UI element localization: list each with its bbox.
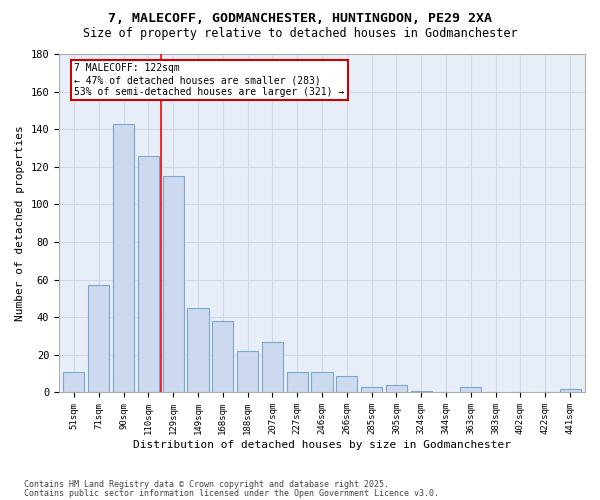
Bar xyxy=(361,387,382,392)
Bar xyxy=(460,387,481,392)
Bar xyxy=(386,385,407,392)
Bar xyxy=(212,321,233,392)
Bar xyxy=(287,372,308,392)
Bar xyxy=(113,124,134,392)
Text: Size of property relative to detached houses in Godmanchester: Size of property relative to detached ho… xyxy=(83,28,517,40)
Text: 7 MALECOFF: 122sqm
← 47% of detached houses are smaller (283)
53% of semi-detach: 7 MALECOFF: 122sqm ← 47% of detached hou… xyxy=(74,64,344,96)
Text: Contains HM Land Registry data © Crown copyright and database right 2025.: Contains HM Land Registry data © Crown c… xyxy=(24,480,389,489)
Bar xyxy=(336,376,358,392)
Bar xyxy=(262,342,283,392)
Bar xyxy=(411,390,432,392)
Text: Contains public sector information licensed under the Open Government Licence v3: Contains public sector information licen… xyxy=(24,488,439,498)
Bar xyxy=(138,156,159,392)
Y-axis label: Number of detached properties: Number of detached properties xyxy=(15,126,25,321)
Text: 7, MALECOFF, GODMANCHESTER, HUNTINGDON, PE29 2XA: 7, MALECOFF, GODMANCHESTER, HUNTINGDON, … xyxy=(108,12,492,26)
Bar xyxy=(163,176,184,392)
Bar xyxy=(237,351,258,393)
Bar xyxy=(88,286,109,393)
Bar xyxy=(560,388,581,392)
Bar xyxy=(187,308,209,392)
Bar xyxy=(64,372,85,392)
Bar xyxy=(311,372,332,392)
X-axis label: Distribution of detached houses by size in Godmanchester: Distribution of detached houses by size … xyxy=(133,440,511,450)
